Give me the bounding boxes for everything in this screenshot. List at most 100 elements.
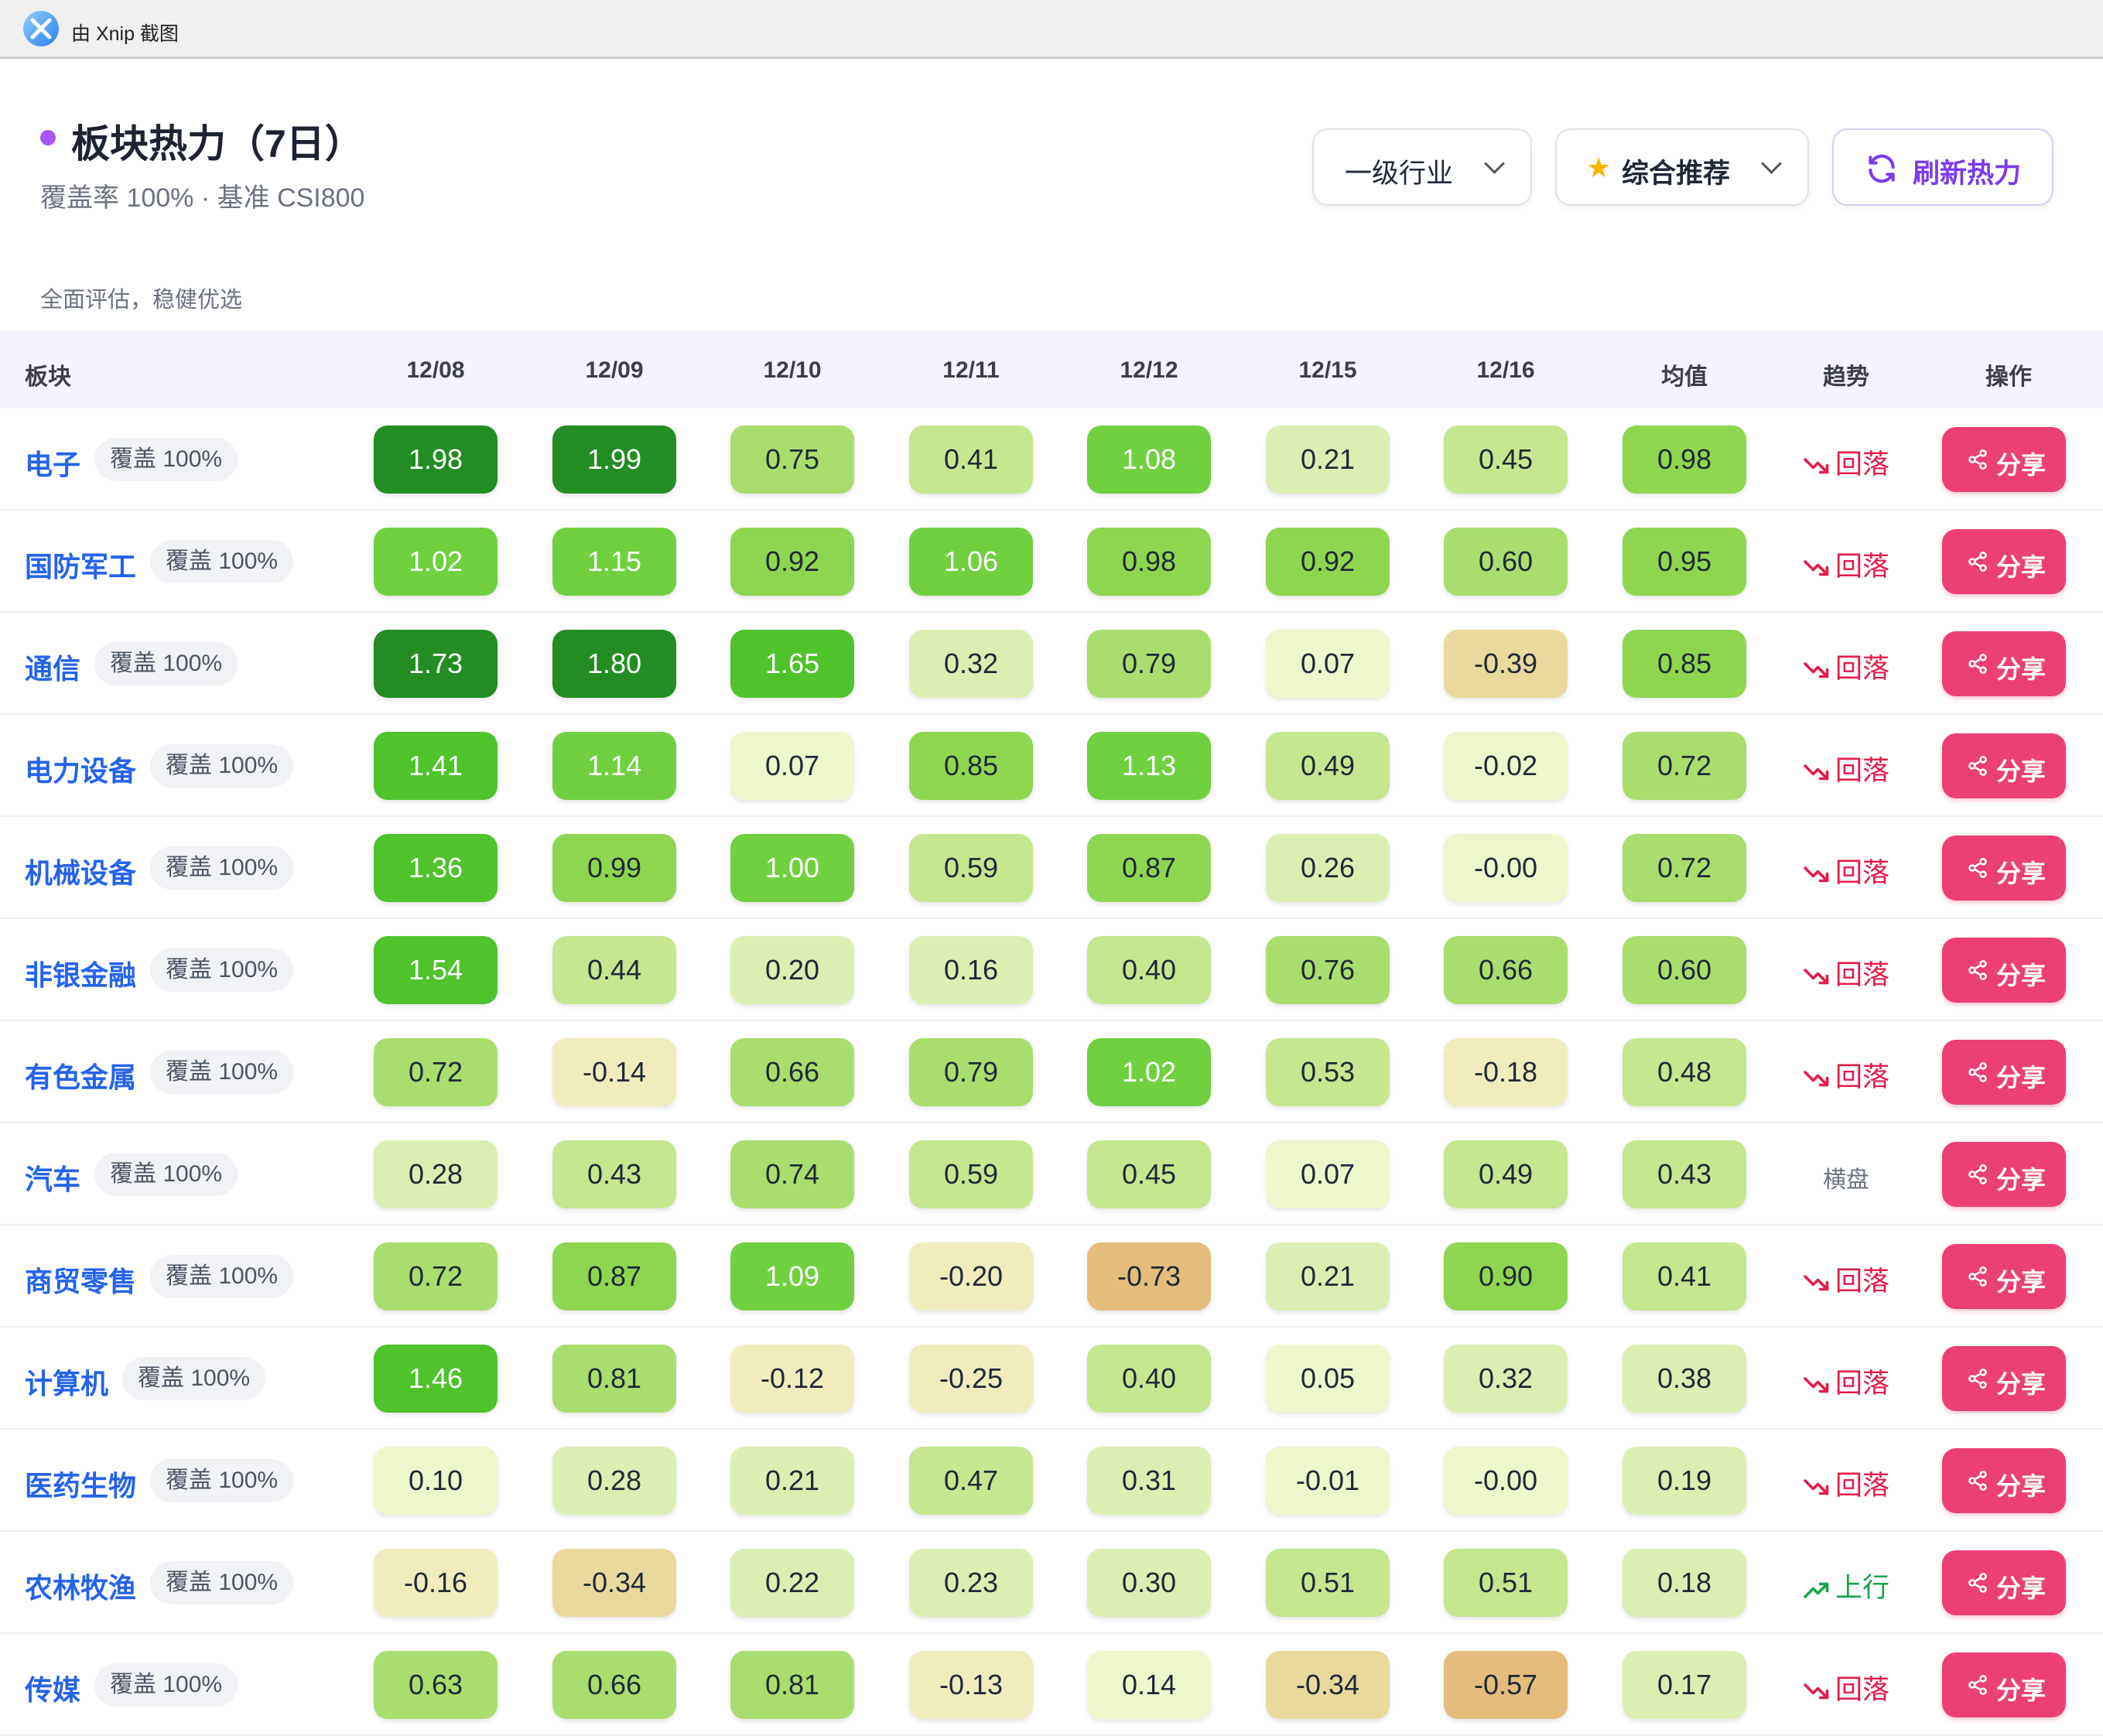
share-button[interactable]: 分享	[1942, 427, 2066, 492]
share-button[interactable]: 分享	[1942, 836, 2066, 900]
heat-cell: 1.09	[730, 1242, 854, 1311]
sector-link[interactable]: 农林牧渔	[25, 1572, 137, 1604]
sector-link[interactable]: 电力设备	[25, 755, 137, 787]
sector-link[interactable]: 通信	[25, 653, 81, 685]
heat-cell: 0.44	[552, 936, 676, 1004]
share-button[interactable]: 分享	[1942, 1040, 2066, 1105]
trend-label: 横盘	[1823, 1167, 1869, 1193]
share-icon	[1968, 552, 1987, 572]
coverage-badge: 覆盖 100%	[150, 1255, 294, 1298]
heat-cell: 0.76	[1266, 936, 1390, 1004]
screenshot-tool-bar: 由 Xnip 截图	[0, 0, 2103, 59]
trend-indicator: 回落	[1792, 953, 1900, 993]
share-label: 分享	[1996, 1676, 2047, 1704]
heat-cell: 0.72	[374, 1038, 498, 1106]
trend-indicator: 横盘	[1792, 1160, 1900, 1194]
average-cell: 0.18	[1623, 1549, 1746, 1617]
trend-indicator: 回落	[1792, 1668, 1900, 1707]
heat-cell: 1.54	[374, 936, 498, 1004]
col-header-date: 12/10	[763, 357, 822, 383]
col-header-trend: 趋势	[1823, 364, 1869, 390]
share-button[interactable]: 分享	[1942, 733, 2066, 798]
share-icon	[1968, 756, 1987, 776]
table-row: 电力设备 覆盖 100% 1.41 1.14 0.07 0.85 1.13 0.49 -0.02…	[0, 715, 2103, 817]
sector-link[interactable]: 有色金属	[25, 1061, 137, 1093]
heat-cell: 0.59	[909, 1140, 1033, 1208]
coverage-badge: 覆盖 100%	[150, 948, 294, 992]
col-header-date: 12/08	[406, 357, 465, 383]
sector-link[interactable]: 国防军工	[25, 551, 137, 583]
share-button[interactable]: 分享	[1942, 1448, 2066, 1513]
heat-cell: 0.47	[909, 1447, 1033, 1515]
trend-indicator: 回落	[1792, 1259, 1900, 1299]
sector-link[interactable]: 医药生物	[25, 1470, 137, 1502]
share-button[interactable]: 分享	[1942, 938, 2066, 1003]
heat-cell: 0.49	[1266, 732, 1390, 800]
heat-cell: -0.02	[1444, 732, 1568, 800]
star-icon: ★	[1586, 152, 1612, 183]
share-icon	[1968, 449, 1987, 470]
sector-link[interactable]: 传媒	[25, 1674, 81, 1706]
heat-cell: 0.66	[1444, 936, 1568, 1004]
heat-cell: 0.28	[374, 1140, 498, 1208]
heat-cell: 0.98	[1087, 528, 1211, 596]
share-icon	[1968, 960, 1987, 980]
heat-cell: 1.00	[730, 834, 854, 902]
industry-level-select[interactable]: 一级行业	[1312, 128, 1532, 206]
share-icon	[1968, 1573, 1987, 1593]
heat-cell: 0.20	[730, 936, 854, 1004]
heat-cell: 0.28	[552, 1447, 676, 1515]
heat-cell: 0.32	[909, 630, 1033, 698]
share-label: 分享	[1996, 655, 2047, 683]
screenshot-tool-title: 由 Xnip 截图	[71, 23, 179, 45]
heat-cell: -0.14	[552, 1038, 676, 1106]
share-button[interactable]: 分享	[1942, 529, 2066, 594]
title-dot-icon	[40, 130, 56, 145]
col-header-average: 均值	[1661, 364, 1708, 390]
share-label: 分享	[1996, 1166, 2047, 1194]
sector-link[interactable]: 汽车	[25, 1164, 81, 1195]
coverage-badge: 覆盖 100%	[94, 438, 238, 481]
trend-down-icon	[1804, 1376, 1829, 1393]
sector-link[interactable]: 计算机	[25, 1368, 109, 1399]
heat-cell: -0.25	[909, 1345, 1033, 1413]
trend-down-icon	[1804, 1478, 1829, 1495]
col-header-date: 12/15	[1298, 357, 1357, 383]
table-row: 农林牧渔 覆盖 100% -0.16 -0.34 0.22 0.23 0.30 0.51 0.5…	[0, 1532, 2103, 1634]
share-label: 分享	[1996, 757, 2047, 785]
share-button[interactable]: 分享	[1942, 1652, 2066, 1717]
share-button[interactable]: 分享	[1942, 1142, 2066, 1207]
col-header-date: 12/09	[585, 357, 644, 383]
share-button[interactable]: 分享	[1942, 1550, 2066, 1615]
table-row: 计算机 覆盖 100% 1.46 0.81 -0.12 -0.25 0.40 0.05 0.32…	[0, 1328, 2103, 1430]
heat-cell: -0.00	[1444, 1447, 1568, 1515]
heat-cell: 1.36	[374, 834, 498, 902]
trend-indicator: 回落	[1792, 1055, 1900, 1095]
coverage-badge: 覆盖 100%	[150, 846, 294, 890]
coverage-badge: 覆盖 100%	[94, 1153, 238, 1196]
page-title: 板块热力（7日）	[71, 122, 364, 166]
average-cell: 0.38	[1623, 1345, 1746, 1413]
heat-cell: 1.14	[552, 732, 676, 800]
coverage-badge: 覆盖 100%	[94, 1663, 238, 1707]
refresh-heat-button[interactable]: 刷新热力	[1832, 128, 2053, 206]
sector-link[interactable]: 电子	[25, 449, 81, 480]
trend-down-icon	[1804, 866, 1829, 883]
sector-link[interactable]: 商贸零售	[25, 1266, 137, 1297]
sort-mode-value: 综合推荐	[1622, 159, 1731, 189]
share-label: 分享	[1996, 1064, 2047, 1092]
heat-cell: 0.63	[374, 1651, 498, 1719]
coverage-badge: 覆盖 100%	[150, 1051, 294, 1094]
sector-link[interactable]: 非银金融	[25, 959, 137, 991]
heat-cell: 0.81	[730, 1651, 854, 1719]
heat-cell: 1.06	[909, 528, 1033, 596]
table-row: 汽车 覆盖 100% 0.28 0.43 0.74 0.59 0.45 0.07 0.49 0.4…	[0, 1123, 2103, 1225]
heat-cell: 0.53	[1266, 1038, 1390, 1106]
sector-link[interactable]: 机械设备	[25, 857, 137, 889]
sort-mode-select[interactable]: ★ 综合推荐	[1555, 128, 1809, 206]
heat-cell: 0.79	[909, 1038, 1033, 1106]
share-button[interactable]: 分享	[1942, 631, 2066, 696]
share-button[interactable]: 分享	[1942, 1346, 2066, 1411]
share-button[interactable]: 分享	[1942, 1244, 2066, 1309]
heat-cell: 0.81	[552, 1345, 676, 1413]
